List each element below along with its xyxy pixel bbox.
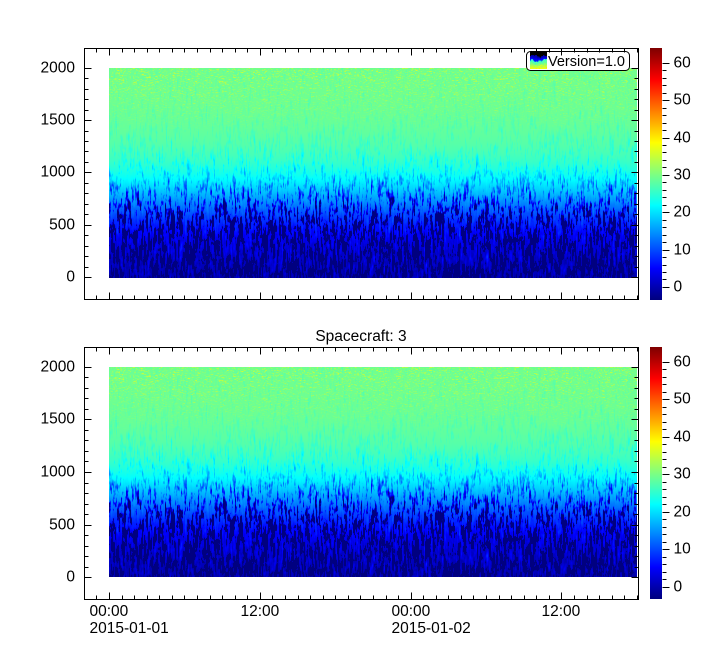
- svg-text:Version=1.0: Version=1.0: [548, 54, 625, 70]
- svg-text:12:00: 12:00: [241, 603, 280, 620]
- svg-text:500: 500: [49, 517, 75, 534]
- svg-text:2000: 2000: [41, 359, 76, 376]
- svg-text:2000: 2000: [41, 60, 76, 77]
- svg-text:0: 0: [66, 269, 75, 286]
- svg-text:1500: 1500: [41, 411, 76, 428]
- svg-text:2015-01-02: 2015-01-02: [392, 620, 471, 637]
- svg-text:Spacecraft: 3: Spacecraft: 3: [315, 328, 406, 345]
- svg-text:30: 30: [674, 466, 692, 483]
- svg-text:40: 40: [674, 429, 692, 446]
- svg-text:500: 500: [49, 217, 75, 234]
- svg-text:30: 30: [674, 167, 692, 184]
- svg-text:10: 10: [674, 541, 692, 558]
- svg-text:20: 20: [674, 204, 692, 221]
- svg-text:1000: 1000: [41, 164, 76, 181]
- svg-text:0: 0: [674, 279, 683, 296]
- svg-text:60: 60: [674, 354, 692, 371]
- svg-text:60: 60: [674, 55, 692, 72]
- svg-text:50: 50: [674, 92, 692, 109]
- svg-text:2015-01-01: 2015-01-01: [90, 620, 169, 637]
- svg-text:1500: 1500: [41, 112, 76, 129]
- svg-text:0: 0: [674, 579, 683, 596]
- svg-text:20: 20: [674, 504, 692, 521]
- svg-text:40: 40: [674, 130, 692, 147]
- svg-text:1000: 1000: [41, 464, 76, 481]
- svg-text:50: 50: [674, 391, 692, 408]
- svg-text:00:00: 00:00: [90, 603, 129, 620]
- svg-text:12:00: 12:00: [542, 603, 581, 620]
- svg-text:00:00: 00:00: [392, 603, 431, 620]
- svg-text:0: 0: [66, 569, 75, 586]
- svg-text:10: 10: [674, 242, 692, 259]
